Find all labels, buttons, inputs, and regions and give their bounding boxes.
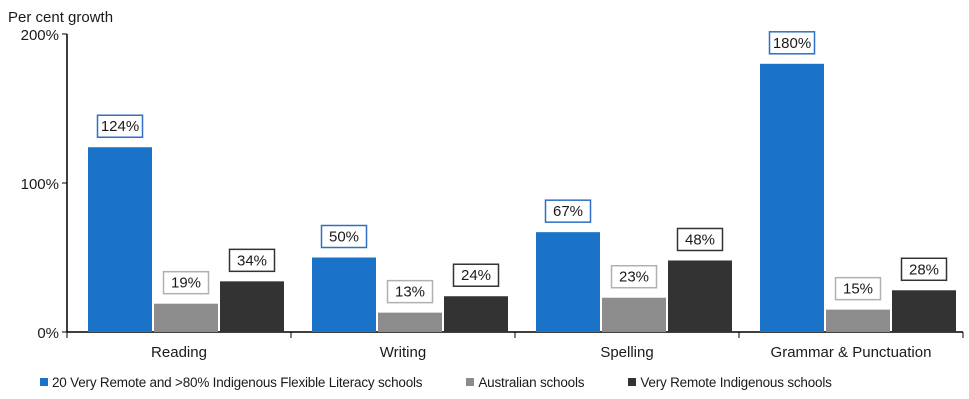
data-label-box [834, 276, 882, 301]
data-label: 24% [461, 267, 491, 284]
bar [88, 147, 152, 332]
data-label: 23% [619, 269, 649, 286]
data-label: 48% [685, 231, 715, 248]
data-label: 19% [171, 275, 201, 292]
bar [892, 290, 956, 332]
legend-item: 20 Very Remote and >80% Indigenous Flexi… [40, 374, 423, 390]
x-tick-label: Writing [380, 344, 426, 361]
data-label: 28% [909, 261, 939, 278]
bars [88, 63, 956, 333]
legend: 20 Very Remote and >80% Indigenous Flexi… [40, 372, 832, 392]
bar-chart: Per cent growth 0% 100% 200% 124% 50% 67% 180… [8, 9, 964, 361]
data-label-box [162, 270, 210, 295]
bar [760, 63, 824, 333]
data-label-box [96, 114, 144, 138]
data-label-box [320, 224, 368, 249]
y-tick-label: 0% [37, 325, 59, 342]
bar [444, 296, 508, 332]
data-label: 67% [553, 203, 583, 220]
data-label: 13% [395, 284, 425, 301]
x-tick-label: Reading [151, 344, 207, 361]
bar [668, 260, 732, 332]
data-label: 50% [329, 229, 359, 246]
x-tick-label: Grammar & Punctuation [771, 344, 932, 361]
legend-label: Australian schools [478, 374, 585, 390]
data-labels: 124% 50% 67% 180% 19% 13% 23% 15% 34% 24% 48% 28% [96, 31, 948, 304]
legend-label: 20 Very Remote and >80% Indigenous Flexi… [52, 374, 423, 390]
bar [602, 297, 666, 332]
data-label-box [610, 264, 658, 289]
legend-swatch [628, 378, 637, 386]
legend-swatch [40, 378, 48, 386]
data-label-box [228, 248, 276, 273]
bar [312, 257, 376, 332]
bar [536, 232, 600, 332]
data-label-box [768, 31, 816, 55]
data-label-box [900, 257, 948, 282]
data-label: 180% [773, 35, 811, 52]
data-label: 15% [843, 281, 873, 298]
y-ticks: 0% 100% 200% [21, 27, 67, 342]
x-ticks: Reading Writing Spelling Grammar & Punctuat… [151, 344, 931, 361]
bar [826, 309, 890, 332]
y-tick-label: 200% [21, 27, 59, 44]
y-tick-label: 100% [21, 176, 59, 193]
bar [154, 303, 218, 332]
data-label-box [386, 279, 434, 304]
data-label-box [544, 199, 592, 223]
legend-item: Australian schools [466, 374, 585, 390]
y-axis-label: Per cent growth [8, 9, 113, 26]
data-label-box [676, 227, 724, 252]
data-label: 34% [237, 252, 267, 269]
legend-item: Very Remote Indigenous schools [628, 374, 832, 390]
data-label-box [452, 263, 500, 287]
legend-label: Very Remote Indigenous schools [640, 374, 832, 390]
bar [378, 312, 442, 332]
x-tick-label: Spelling [600, 344, 653, 361]
legend-swatch [466, 378, 475, 386]
bar [220, 281, 284, 332]
data-label: 124% [101, 118, 139, 135]
